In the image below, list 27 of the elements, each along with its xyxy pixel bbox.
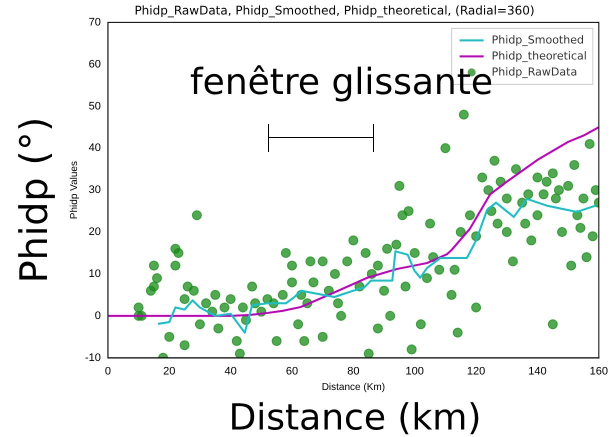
text: Phidp (°) (12, 116, 56, 284)
text: Distance (km) (228, 398, 482, 437)
y-tick-label: 0 (94, 310, 101, 322)
legend-label: Phidp_Smoothed (492, 33, 584, 46)
y-tick-label: 70 (88, 16, 101, 28)
x-tick-label: 0 (104, 365, 111, 378)
y-tick-label: 20 (88, 226, 101, 238)
y-tick-label: 50 (88, 100, 101, 112)
x-axis-title: Distance (Km) (322, 382, 386, 393)
y-tick-label: -10 (84, 352, 101, 364)
legend-label: Phidp_RawData (492, 65, 578, 78)
x-tick-label: 60 (286, 365, 298, 378)
x-tick-label: 120 (466, 365, 486, 378)
chart-title: Phidp_RawData, Phidp_Smoothed, Phidp_theoretical, (Radial=360) (134, 3, 535, 18)
y-tick-label: 30 (88, 184, 101, 196)
legend-label: Phidp_theoretical (492, 49, 587, 62)
y-tick-label: 10 (88, 268, 101, 280)
x-tick-label: 140 (528, 365, 547, 378)
x-tick-label: 100 (406, 365, 424, 378)
x-tick-label: 160 (590, 365, 608, 378)
y-axis-title: Phidp Values (68, 161, 80, 220)
x-tick-label: 20 (163, 365, 176, 378)
x-tick-label: 40 (224, 365, 237, 378)
annotation: fenêtre glissante (190, 62, 494, 103)
y-tick-label: 40 (88, 142, 101, 154)
y-tick-label: 60 (88, 58, 101, 70)
x-tick-label: 80 (347, 365, 360, 378)
